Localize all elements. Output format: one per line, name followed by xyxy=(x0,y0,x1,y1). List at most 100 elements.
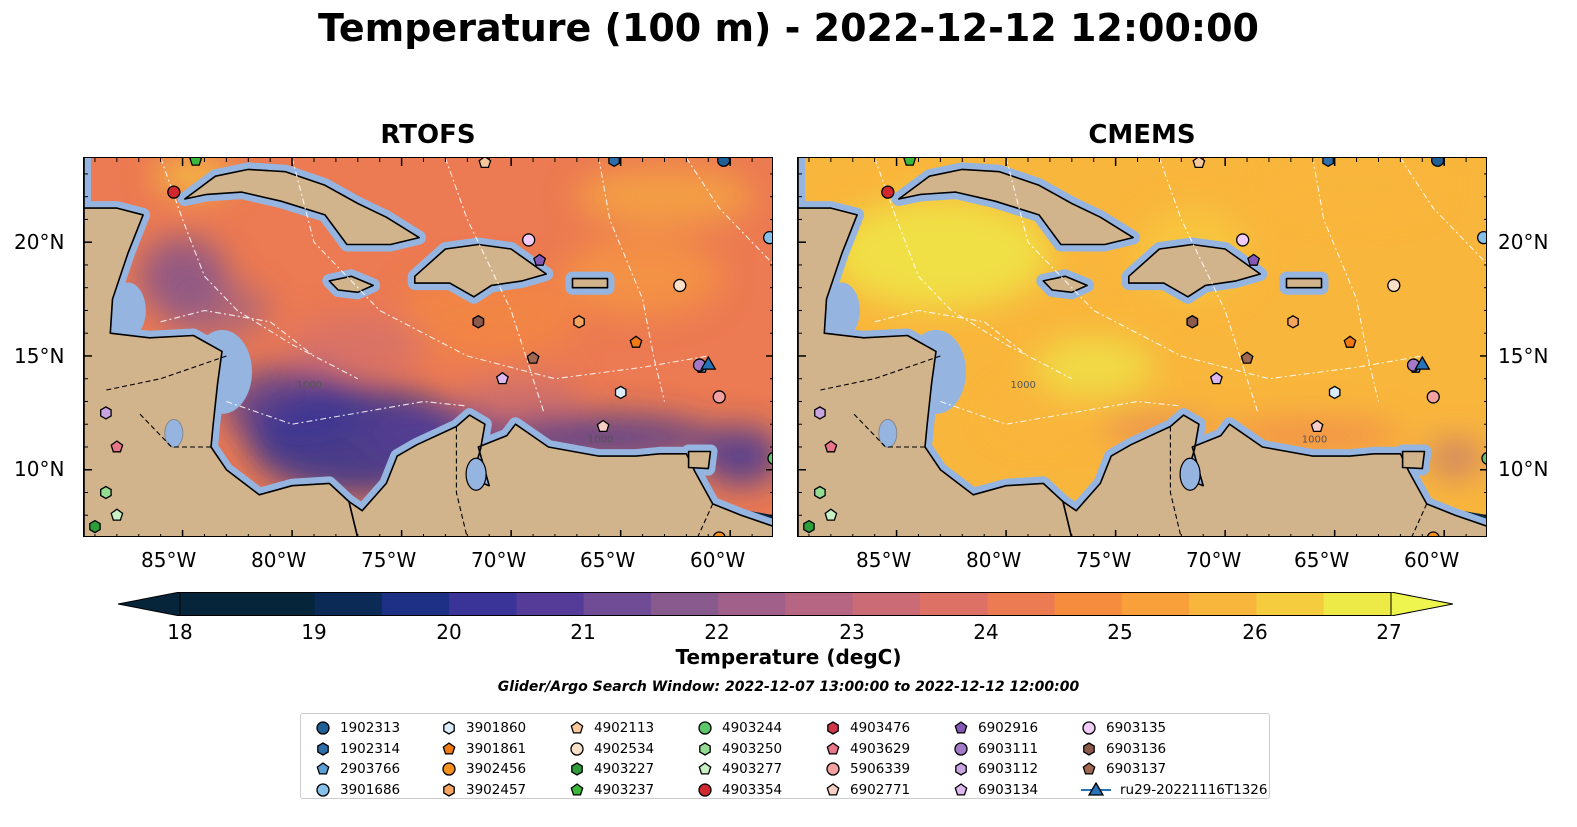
marker-6903136 xyxy=(472,315,485,329)
marker-4903629 xyxy=(824,440,838,453)
land-mass xyxy=(348,414,772,536)
legend-marker-icon xyxy=(1081,781,1111,796)
marker-4903250 xyxy=(100,485,112,500)
lat-label-right: 20°N xyxy=(1498,230,1549,254)
lat-label-left: 15°N xyxy=(14,344,65,368)
legend-marker-icon xyxy=(826,741,840,755)
legend-circle-icon xyxy=(1082,721,1096,735)
legend-marker-icon xyxy=(570,782,584,796)
legend-item: 3901686 xyxy=(315,780,400,801)
marker-6902771 xyxy=(596,419,610,433)
marker-6903137 xyxy=(1240,351,1254,364)
legend-label: 5906339 xyxy=(850,761,911,778)
marker-6903134 xyxy=(495,371,509,385)
colorbar-swatch xyxy=(516,592,585,616)
colorbar-tick: 19 xyxy=(301,620,327,644)
legend-circle-icon xyxy=(698,721,712,735)
colorbar-swatch xyxy=(583,592,652,616)
legend-item: 6903111 xyxy=(953,739,1038,760)
legend-circle-icon xyxy=(570,742,584,756)
marker-6903134 xyxy=(1209,371,1223,385)
legend-marker-icon xyxy=(443,721,455,736)
legend-item: 4902534 xyxy=(569,739,654,760)
legend-label: ru29-20221116T1326 xyxy=(1120,781,1268,798)
legend-item: 2903766 xyxy=(315,759,400,780)
land-mass xyxy=(571,277,609,289)
colorbar-swatch xyxy=(650,592,719,616)
legend-label: 4903227 xyxy=(594,761,655,778)
marker-3901686 xyxy=(1476,230,1486,245)
legend-item: 3902456 xyxy=(441,759,526,780)
legend-item: 4903227 xyxy=(569,759,654,780)
colorbar-tick: 23 xyxy=(839,620,865,644)
lon-label-cmems: 60°W xyxy=(1404,548,1460,572)
legend-label: 4903244 xyxy=(722,720,783,737)
marker-4903277 xyxy=(824,508,838,521)
marker-3902456 xyxy=(712,531,726,536)
legend-column: 6902916 6903111 6903112 6903134 xyxy=(953,718,1038,800)
legend-label: 1902313 xyxy=(340,720,401,737)
colorbar-tick: 25 xyxy=(1107,620,1133,644)
legend-item: 6903112 xyxy=(953,759,1038,780)
legend-label: 1902314 xyxy=(340,740,401,757)
legend-marker-icon xyxy=(955,762,967,777)
legend-label: 4903354 xyxy=(722,781,783,798)
marker-3902457 xyxy=(573,315,585,329)
marker-4902534 xyxy=(1387,278,1401,293)
colorbar-swatch xyxy=(987,592,1056,616)
marker-3901861 xyxy=(1343,335,1357,348)
legend-item: 6902916 xyxy=(953,718,1038,739)
legend-label: 3901860 xyxy=(466,720,527,737)
legend-label: 6903135 xyxy=(1106,720,1167,737)
legend-item: 4903244 xyxy=(697,718,782,739)
legend-pentagon-icon xyxy=(1082,762,1096,775)
legend-label: 4902534 xyxy=(594,740,655,757)
colorbar-tick: 26 xyxy=(1242,620,1268,644)
legend-item: 4903629 xyxy=(825,739,910,760)
legend-column: 4903244 4903250 4903277 4903354 xyxy=(697,718,782,800)
colorbar-swatch xyxy=(180,592,248,616)
colorbar-label: Temperature (degC) xyxy=(675,645,902,669)
legend-circle-icon xyxy=(316,783,330,797)
legend-circle-icon xyxy=(316,721,330,735)
panel-title-rtofs: RTOFS xyxy=(380,120,476,150)
legend-label: 6903111 xyxy=(978,740,1039,757)
marker-3901860 xyxy=(614,385,627,400)
legend-item: ru29-20221116T1326 xyxy=(1081,780,1267,801)
colorbar-swatch xyxy=(1323,592,1392,616)
colorbar-swatch xyxy=(1189,592,1258,616)
legend-marker-icon xyxy=(570,721,584,734)
colorbar-swatch xyxy=(1054,592,1123,616)
land-mass xyxy=(798,158,1073,536)
legend-column: 3901860 3901861 3902456 3902457 xyxy=(441,718,526,800)
marker-ru29-20221116T1326 xyxy=(700,355,717,370)
colorbar-tick: 20 xyxy=(436,620,462,644)
legend-column: 4903476 4903629 5906339 6902771 xyxy=(825,718,910,800)
legend-marker-icon xyxy=(698,783,712,797)
legend-label: 4903277 xyxy=(722,761,783,778)
legend-marker-icon xyxy=(827,721,839,736)
land-mass xyxy=(687,450,712,470)
legend-item: 4903237 xyxy=(569,780,654,801)
legend-label: 3902456 xyxy=(466,761,527,778)
panel-title-cmems: CMEMS xyxy=(1088,120,1196,150)
lon-label-rtofs: 70°W xyxy=(471,548,527,572)
land-mass xyxy=(413,243,548,298)
legend-pentagon-icon xyxy=(316,762,330,775)
marker-6903136 xyxy=(1186,315,1199,329)
colorbar-tick: 24 xyxy=(973,620,999,644)
legend-hexagon-icon xyxy=(443,721,455,736)
colorbar-tick: 21 xyxy=(570,620,596,644)
marker-4903227 xyxy=(89,519,101,534)
land-mass xyxy=(1127,243,1262,298)
land-mass xyxy=(898,168,1134,246)
land-mass xyxy=(1401,450,1426,470)
legend-marker-icon xyxy=(570,742,584,756)
land-mass xyxy=(84,158,359,536)
legend-marker-icon xyxy=(442,741,456,755)
marker-5906339 xyxy=(1426,390,1440,404)
legend-label: 3902457 xyxy=(466,781,527,798)
marker-6903135 xyxy=(1236,233,1250,247)
legend-pentagon-icon xyxy=(698,762,712,775)
legend-pentagon-icon xyxy=(954,782,968,796)
